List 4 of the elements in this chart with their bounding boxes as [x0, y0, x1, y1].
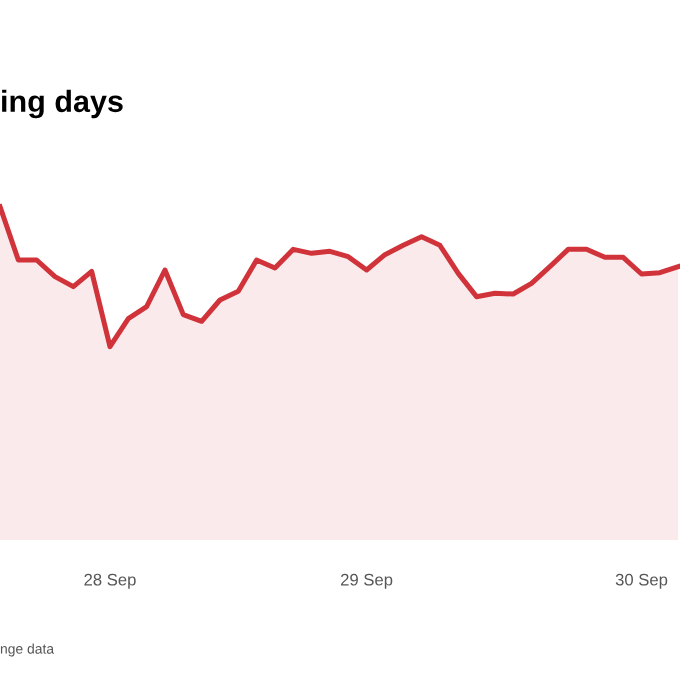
chart-title: ing days — [2, 89, 123, 119]
x-tick-label: 28 Sep — [84, 573, 136, 589]
x-tick-label: 29 Sep — [341, 573, 393, 589]
x-tick-label: 30 Sep — [615, 573, 668, 589]
